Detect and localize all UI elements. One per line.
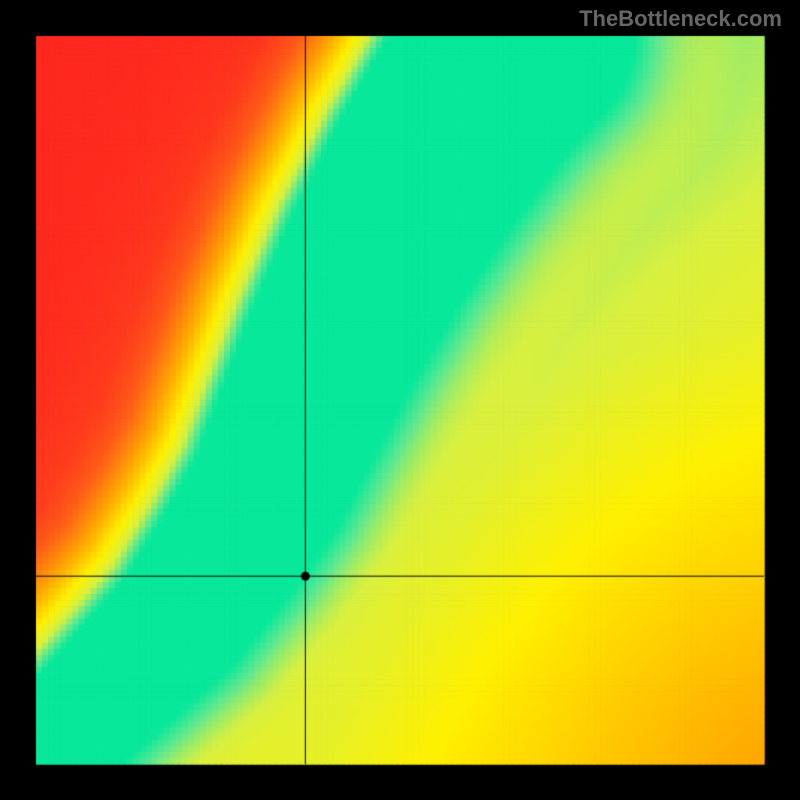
heatmap-canvas [0,0,800,800]
watermark-text: TheBottleneck.com [579,6,782,32]
chart-container: TheBottleneck.com [0,0,800,800]
